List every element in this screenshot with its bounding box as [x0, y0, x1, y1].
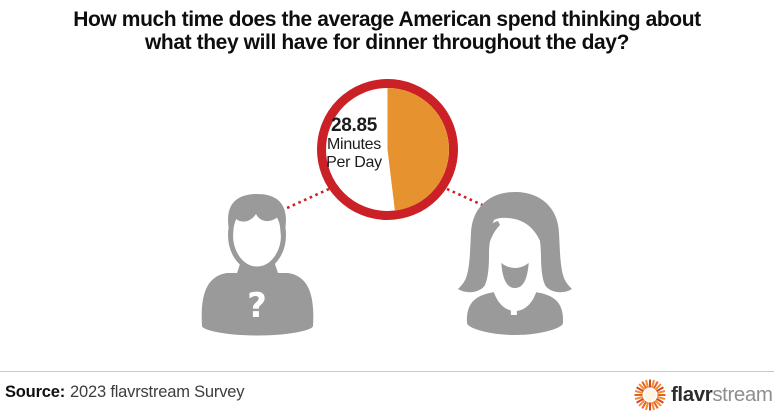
sunburst-rays — [634, 379, 666, 410]
male-hair — [228, 194, 286, 237]
female-chest-cutout — [491, 277, 539, 311]
pie-slice-dinner-time — [387, 88, 449, 211]
male-question-mark: ? — [247, 286, 267, 326]
brand-name: flavrstream — [671, 378, 773, 412]
male-silhouette: ? — [201, 194, 314, 336]
source-line: Source: 2023 flavrstream Survey — [5, 383, 244, 402]
brand-word-primary: flavr — [671, 382, 713, 406]
pie-center-unit-line2: Per Day — [326, 154, 382, 171]
page-title: How much time does the average American … — [0, 8, 774, 54]
source-value: 2023 flavrstream Survey — [70, 383, 245, 401]
source-label: Source: — [5, 383, 66, 401]
page-title-line2: what they will have for dinner throughou… — [144, 30, 630, 54]
brand-logo: flavrstream — [633, 377, 773, 412]
female-fringe-right — [489, 204, 541, 243]
page-title-line1: How much time does the average American … — [73, 8, 701, 31]
sunburst-center — [644, 388, 656, 401]
footer-divider — [0, 371, 774, 372]
male-torso — [201, 258, 314, 336]
female-silhouette: ? — [458, 192, 572, 335]
female-hair — [458, 192, 572, 293]
female-question-mark: ? — [505, 284, 525, 324]
sunburst-icon — [634, 379, 666, 410]
connector-line-left — [286, 187, 330, 210]
female-fringe-left — [488, 221, 500, 245]
pie-center-value: 28.85 — [330, 115, 378, 136]
pie-center-label: 28.85 Minutes Per Day — [308, 116, 400, 172]
pie-chart — [317, 79, 458, 220]
brand-word-secondary: stream — [712, 382, 773, 406]
pie-center-unit-line1: Minutes — [327, 136, 381, 153]
